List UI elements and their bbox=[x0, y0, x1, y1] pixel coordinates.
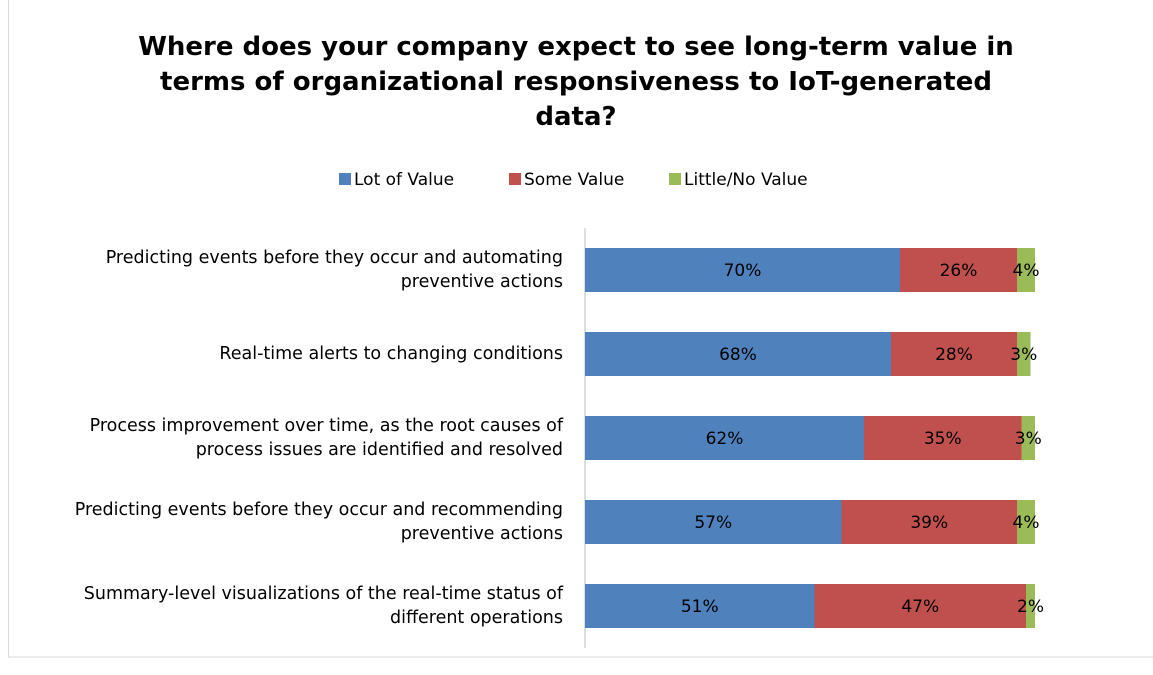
bar-segment bbox=[1021, 416, 1035, 460]
bar-segment bbox=[585, 584, 815, 628]
bar-segment bbox=[841, 500, 1017, 544]
legend-swatch bbox=[669, 173, 681, 185]
bar-segment bbox=[900, 248, 1017, 292]
data-label: 70% bbox=[724, 261, 762, 281]
data-label: 51% bbox=[681, 597, 719, 617]
data-label: 3% bbox=[1010, 345, 1037, 365]
bar-segment bbox=[585, 500, 842, 544]
bar-segment bbox=[1017, 500, 1035, 544]
chart-border bbox=[8, 0, 1153, 658]
legend-label: Lot of Value bbox=[354, 170, 454, 190]
legend-label: Some Value bbox=[524, 170, 624, 190]
category-label: Predicting events before they occur and … bbox=[74, 500, 563, 544]
data-label: 3% bbox=[1015, 429, 1042, 449]
data-label: 4% bbox=[1013, 513, 1040, 533]
category-label: Summary-level visualizations of the real… bbox=[83, 584, 563, 628]
data-label: 28% bbox=[935, 345, 973, 365]
bar-segment bbox=[585, 248, 900, 292]
data-label: 62% bbox=[706, 429, 744, 449]
bar-segment bbox=[891, 332, 1017, 376]
data-label: 68% bbox=[719, 345, 757, 365]
bar-segment bbox=[814, 584, 1026, 628]
data-label: 47% bbox=[901, 597, 939, 617]
data-label: 4% bbox=[1013, 261, 1040, 281]
chart-title: Where does your company expect to see lo… bbox=[138, 32, 1014, 132]
bar-segment bbox=[864, 416, 1022, 460]
data-label: 39% bbox=[910, 513, 948, 533]
legend-swatch bbox=[339, 173, 351, 185]
bar-segment bbox=[585, 332, 891, 376]
bar-segment bbox=[585, 416, 864, 460]
bar-segment bbox=[1017, 248, 1035, 292]
bar-segment bbox=[1017, 332, 1031, 376]
legend-swatch bbox=[509, 173, 521, 185]
data-label: 35% bbox=[924, 429, 962, 449]
category-label: Real-time alerts to changing conditions bbox=[219, 344, 563, 364]
data-label: 57% bbox=[694, 513, 732, 533]
category-label: Process improvement over time, as the ro… bbox=[89, 416, 563, 460]
legend-label: Little/No Value bbox=[684, 170, 808, 190]
data-label: 26% bbox=[940, 261, 978, 281]
bar-segment bbox=[1026, 584, 1035, 628]
category-label: Predicting events before they occur and … bbox=[105, 248, 563, 292]
data-label: 2% bbox=[1017, 597, 1044, 617]
